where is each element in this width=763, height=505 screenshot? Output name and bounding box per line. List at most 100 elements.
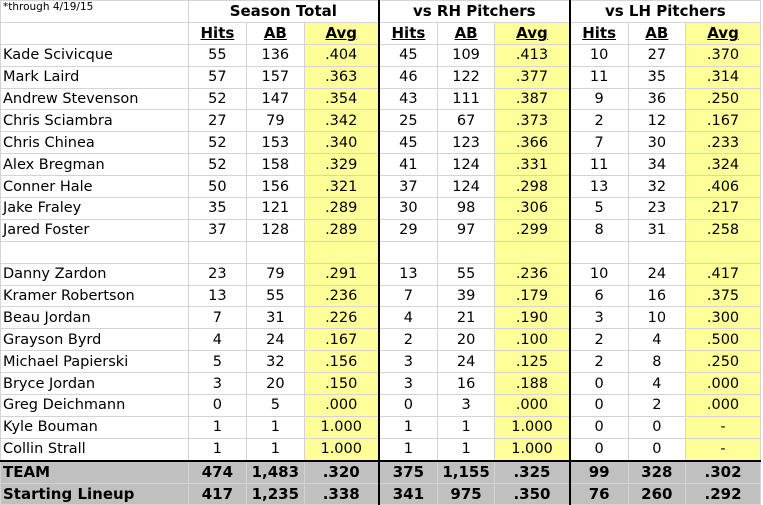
sub-header-row: Hits AB Avg Hits AB Avg Hits AB Avg: [0, 21, 761, 45]
rh-avg-cell: .387: [494, 87, 571, 111]
lh-ab-cell: 30: [627, 131, 687, 155]
player-name: Collin Strall: [0, 437, 189, 462]
rh-ab-cell: 55: [436, 262, 496, 286]
season-avg-cell: .289: [303, 218, 380, 242]
sub-header-blank: [0, 21, 189, 45]
player-name: Kramer Robertson: [0, 284, 189, 308]
spacer-cell: [627, 240, 687, 264]
lh-avg-cell: .292: [685, 482, 761, 505]
table-row: Grayson Byrd 4 24.167 2 20.100 2 4.500: [0, 328, 761, 352]
season-avg-cell: .363: [303, 65, 380, 89]
lh-avg-cell: .500: [685, 328, 761, 352]
rh-avg-cell: .000: [494, 394, 571, 417]
rh-ab-cell: 123: [436, 131, 496, 155]
season-hits-cell: 1: [187, 415, 248, 439]
season-hits-cell: 57: [187, 65, 248, 89]
player-name: Bryce Jordan: [0, 372, 189, 396]
rh-avg-cell: .125: [494, 350, 571, 374]
lh-hits-cell: 3: [568, 306, 629, 330]
player-name: Beau Jordan: [0, 306, 189, 330]
lh-ab-cell: 12: [627, 109, 687, 133]
season-avg-cell: .338: [303, 482, 380, 505]
season-ab-cell: 1: [246, 437, 305, 462]
table-row: Conner Hale 50 156.321 37 124.298 13 32.406: [0, 175, 761, 199]
lh-hits-cell: 13: [568, 175, 629, 199]
lh-ab-cell: 34: [627, 153, 687, 177]
rh-avg-cell: .179: [494, 284, 571, 308]
spacer-cell: [187, 240, 248, 264]
lh-avg-cell: .314: [685, 65, 761, 89]
season-ab-cell: 55: [246, 284, 305, 308]
season-avg-cell: .404: [303, 43, 380, 67]
rh-ab-cell: 122: [436, 65, 496, 89]
season-hits-cell: 13: [187, 284, 248, 308]
season-ab-cell: 156: [246, 175, 305, 199]
player-name: Greg Deichmann: [0, 394, 189, 417]
rh-hits-cell: 46: [377, 65, 438, 89]
lh-ab-cell: 4: [627, 328, 687, 352]
spacer-cell: [377, 240, 438, 264]
lh-ab-cell: 32: [627, 175, 687, 199]
table-row: Kade Scivicque 55 136.404 45 109.413 10 27.370: [0, 43, 761, 67]
rh-ab-cell: 24: [436, 350, 496, 374]
rh-ab-cell: 20: [436, 328, 496, 352]
lh-avg-cell: .300: [685, 306, 761, 330]
player-name: Jake Fraley: [0, 197, 189, 220]
lh-avg-cell: .217: [685, 197, 761, 220]
player-name: Conner Hale: [0, 175, 189, 199]
lh-hits-cell: 76: [568, 482, 629, 505]
season-avg-cell: .340: [303, 131, 380, 155]
lh-ab-cell: 10: [627, 306, 687, 330]
rh-hits-cell: 7: [377, 284, 438, 308]
season-ab-cell: 20: [246, 372, 305, 396]
group-header-row: *through 4/19/15 Season Total vs RH Pitc…: [0, 0, 761, 23]
season-hits-cell: 4: [187, 328, 248, 352]
rh-avg-cell: .306: [494, 197, 571, 220]
rh-avg-cell: .350: [494, 482, 571, 505]
season-hits-header: Hits: [187, 21, 248, 45]
table-row: Kyle Bouman 1 1 1.000 1 1 1.000 0 0-: [0, 415, 761, 439]
rh-avg-cell: .373: [494, 109, 571, 133]
season-avg-header: Avg: [303, 21, 380, 45]
table-row: Danny Zardon 23 79.291 13 55.236 10 24.417: [0, 262, 761, 286]
rh-hits-cell: 0: [377, 394, 438, 417]
spacer-cell: [494, 240, 571, 264]
group-header-lh: vs LH Pitchers: [568, 0, 761, 23]
lh-avg-cell: .417: [685, 262, 761, 286]
table-row: Collin Strall 1 1 1.000 1 1 1.000 0 0-: [0, 437, 761, 462]
rh-avg-cell: .325: [494, 459, 571, 484]
player-name: Andrew Stevenson: [0, 87, 189, 111]
rh-ab-cell: 124: [436, 175, 496, 199]
rh-hits-cell: 4: [377, 306, 438, 330]
season-ab-header: AB: [246, 21, 305, 45]
date-note: *through 4/19/15: [0, 0, 189, 23]
player-name: Kade Scivicque: [0, 43, 189, 67]
lh-ab-cell: 2: [627, 394, 687, 417]
lh-ab-cell: 23: [627, 197, 687, 220]
lh-hits-cell: 0: [568, 415, 629, 439]
season-ab-cell: 158: [246, 153, 305, 177]
season-ab-cell: 153: [246, 131, 305, 155]
lh-ab-cell: 35: [627, 65, 687, 89]
rh-ab-cell: 109: [436, 43, 496, 67]
rh-avg-cell: .366: [494, 131, 571, 155]
table-row: Michael Papierski 5 32.156 3 24.125 2 8.250: [0, 350, 761, 374]
spacer-cell: [685, 240, 761, 264]
lh-hits-cell: 9: [568, 87, 629, 111]
season-avg-cell: .236: [303, 284, 380, 308]
player-name: Alex Bregman: [0, 153, 189, 177]
player-name: Mark Laird: [0, 65, 189, 89]
season-ab-cell: 32: [246, 350, 305, 374]
rh-hits-cell: 341: [377, 482, 438, 505]
season-hits-cell: 52: [187, 87, 248, 111]
rh-avg-header: Avg: [494, 21, 571, 45]
season-avg-cell: .289: [303, 197, 380, 220]
rh-hits-cell: 29: [377, 218, 438, 242]
lh-ab-cell: 260: [627, 482, 687, 505]
lh-hits-cell: 99: [568, 459, 629, 484]
lh-avg-cell: .406: [685, 175, 761, 199]
table-row: Jake Fraley 35 121.289 30 98.306 5 23.217: [0, 197, 761, 220]
season-avg-cell: .329: [303, 153, 380, 177]
